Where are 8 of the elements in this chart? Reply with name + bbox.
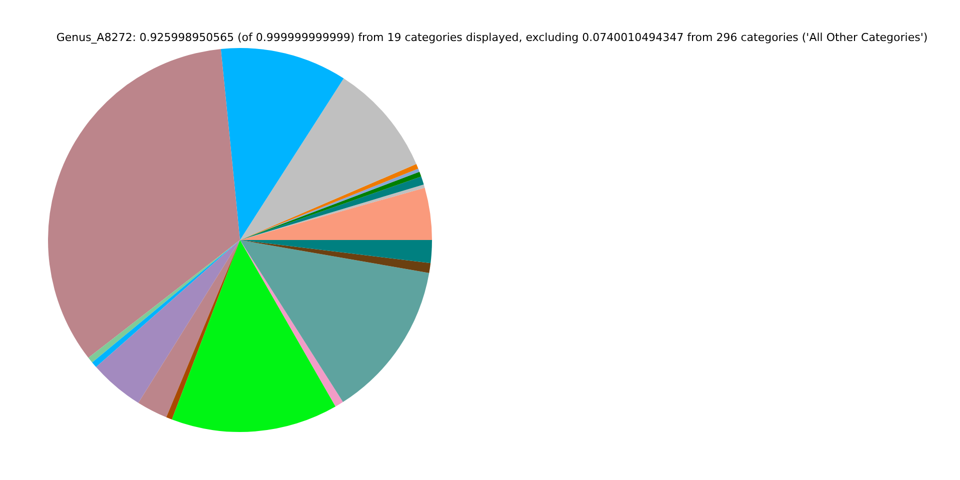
pie-slice — [240, 240, 343, 407]
text: Genus_A8272: 0.925998950565 (of 0.999999999999) from 19 categories displayed, excluding 0.0740010494347 from 296 categories ('All Other Categories') — [56, 31, 928, 44]
pie-slice — [166, 240, 240, 420]
pie-slice — [240, 240, 430, 402]
pie-slice — [240, 240, 431, 274]
pie-slice — [96, 240, 240, 403]
pie-slice — [172, 240, 336, 432]
pie-slice — [220, 48, 344, 240]
